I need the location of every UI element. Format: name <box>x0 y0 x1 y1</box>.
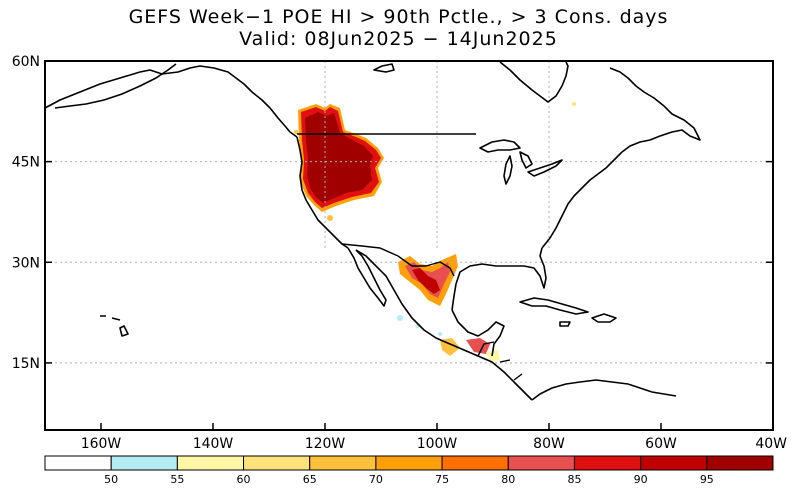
colorbar-label: 60 <box>237 473 251 486</box>
colorbar-label: 55 <box>170 473 184 486</box>
coast-hawaii <box>100 315 129 337</box>
shade-southmexico-85 <box>466 338 490 354</box>
shade-speckle <box>572 102 576 106</box>
lat-label: 45N <box>12 155 40 171</box>
lon-label: 80W <box>533 436 565 452</box>
shade-speckle <box>294 130 298 134</box>
coast-cuba <box>519 297 589 315</box>
colorbar-labels: 50 55 60 65 70 75 80 85 90 95 <box>104 473 714 486</box>
colorbar-swatch <box>309 455 377 471</box>
border-us-mexico <box>341 243 455 277</box>
lon-label: 100W <box>417 436 458 452</box>
lake-erie-ontario <box>527 159 563 177</box>
coast-us-west <box>296 136 349 249</box>
colorbar-swatch <box>375 455 443 471</box>
shade-northwest-99 <box>305 112 373 203</box>
lon-label: 140W <box>193 436 234 452</box>
shade-speckle <box>438 332 442 336</box>
coast-jamaica <box>559 321 571 327</box>
lon-label: 160W <box>81 436 122 452</box>
colorbar-swatch <box>573 455 642 471</box>
coast-arctic-islands <box>373 63 395 73</box>
map-title: GEFS Week−1 POE HI > 90th Pctle., > 3 Co… <box>128 6 669 28</box>
colorbar-label: 95 <box>700 473 714 486</box>
colorbar-swatch <box>441 455 509 471</box>
shade-centralam-60 <box>486 350 500 362</box>
coast-yucatan <box>451 309 505 357</box>
gridlines <box>45 61 773 364</box>
lake-superior <box>479 139 521 153</box>
latitude-labels: 60N 45N 30N 15N <box>12 54 773 372</box>
shade-mexico-95 <box>412 268 440 294</box>
coast-canada-atlantic <box>609 67 701 141</box>
colorbar-swatch <box>176 455 245 471</box>
lake-huron <box>519 151 533 169</box>
colorbar-swatch <box>640 455 708 471</box>
coastlines <box>44 61 701 401</box>
colorbar <box>44 455 774 471</box>
colorbar-label: 90 <box>634 473 648 486</box>
colorbar-label: 70 <box>369 473 383 486</box>
lat-label: 15N <box>12 356 40 372</box>
border-central-america <box>477 341 523 381</box>
colorbar-label: 85 <box>567 473 581 486</box>
colorbar-label: 80 <box>501 473 515 486</box>
coast-mexico-pacific <box>355 249 533 401</box>
colorbar-swatch <box>507 455 575 471</box>
colorbar-label: 50 <box>104 473 118 486</box>
colorbar-swatch <box>706 455 774 471</box>
coast-hudson-bay <box>499 61 569 103</box>
colorbar-label: 75 <box>435 473 449 486</box>
colorbar-swatch <box>243 455 311 471</box>
lat-label: 60N <box>12 54 40 70</box>
coast-us-east <box>541 139 651 249</box>
map-subtitle: Valid: 08Jun2025 − 14Jun2025 <box>239 28 558 50</box>
colorbar-label: 65 <box>303 473 317 486</box>
lon-label: 120W <box>305 436 346 452</box>
probability-shading <box>294 102 576 362</box>
lon-label: 40W <box>755 436 787 452</box>
lat-label: 30N <box>12 255 40 271</box>
longitude-labels: 160W 140W 120W 100W 80W 60W 40W <box>81 423 787 452</box>
coast-gulf <box>451 247 547 311</box>
lake-michigan <box>503 155 513 185</box>
coast-south-america <box>531 379 677 401</box>
map-frame <box>44 60 774 431</box>
coast-alaska-south <box>44 65 298 138</box>
lon-label: 60W <box>645 436 677 452</box>
coast-hispaniola <box>591 313 617 323</box>
colorbar-swatch <box>44 455 112 471</box>
coast-alaska-peninsula <box>54 63 177 109</box>
coast-baja <box>347 247 387 307</box>
shade-speckle <box>397 315 403 321</box>
colorbar-swatch <box>110 455 178 471</box>
shade-speckle <box>327 215 333 221</box>
